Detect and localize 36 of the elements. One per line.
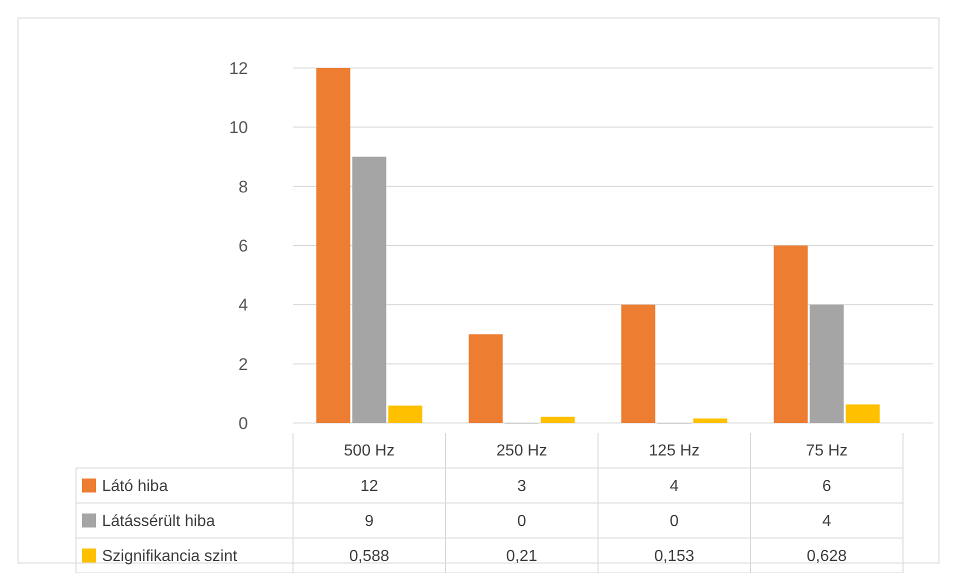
data-label: 0	[517, 513, 526, 530]
bar	[846, 404, 880, 423]
data-label: 3	[517, 478, 526, 496]
bar	[540, 416, 575, 423]
y-tick-label: 4	[238, 296, 248, 315]
y-tick-label: 8	[238, 177, 248, 196]
data-label: 0,21	[506, 548, 538, 566]
y-tick-label: 12	[229, 58, 248, 78]
data-label: 0,588	[349, 548, 390, 566]
bar	[621, 304, 656, 423]
bar	[316, 68, 350, 423]
data-label: 6	[822, 478, 832, 496]
x-tick-label: 125 Hz	[648, 442, 700, 460]
legend-label: Szignifikancia szint	[102, 548, 238, 566]
data-label: 0,153	[654, 548, 694, 566]
y-tick-label: 6	[238, 236, 248, 256]
data-label: 4	[822, 513, 832, 530]
bar	[388, 406, 422, 423]
data-label: 4	[670, 478, 679, 496]
data-label: 0	[670, 513, 679, 530]
y-tick-label: 10	[229, 118, 248, 138]
data-label: 9	[364, 513, 374, 530]
legend-label: Látássérült hiba	[102, 513, 216, 530]
bar	[810, 304, 844, 423]
data-label: 0,628	[806, 548, 847, 566]
bar	[693, 418, 728, 423]
legend-label: Látó hiba	[102, 478, 168, 496]
bar	[774, 246, 808, 423]
y-tick-label: 2	[238, 354, 248, 374]
bar	[468, 334, 503, 423]
x-tick-label: 500 Hz	[344, 442, 395, 460]
x-tick-label: 250 Hz	[496, 442, 548, 460]
data-label: 12	[360, 478, 378, 496]
x-tick-label: 75 Hz	[806, 442, 848, 460]
bar	[352, 156, 386, 423]
y-tick-label: 0	[238, 414, 248, 433]
